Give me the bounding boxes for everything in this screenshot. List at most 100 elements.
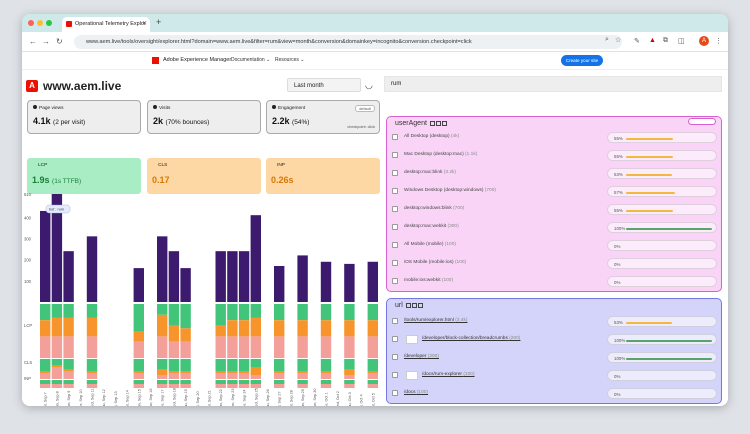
x-tick-label: Mon, Sep 23 — [231, 388, 235, 406]
row-label[interactable]: /tools/rum/explorer.html (3.4k) — [404, 318, 468, 323]
lcp-card[interactable]: LCP 1.9s (1s TTFB) — [27, 158, 141, 194]
cls-bar — [40, 373, 51, 379]
row-checkbox[interactable] — [392, 188, 398, 194]
url-row[interactable]: /developer/block-collection/breadcrumbs … — [391, 331, 717, 347]
row-checkbox[interactable] — [392, 170, 398, 176]
useragent-row[interactable]: desktop:mac:blink (3.2k) 53% — [391, 165, 717, 181]
back-icon[interactable]: ← — [29, 37, 37, 46]
zoom-icon[interactable]: ⌕ — [605, 36, 609, 43]
row-checkbox[interactable] — [392, 260, 398, 266]
maximize-window-icon[interactable] — [46, 20, 52, 26]
lcp-bar — [40, 336, 51, 358]
conversion-meter: 55% — [607, 132, 717, 143]
inp-bar — [250, 380, 261, 384]
close-window-icon[interactable] — [28, 20, 34, 26]
url-row[interactable]: /docs (100) 0% — [391, 385, 717, 401]
y-tick-label: 200 — [24, 258, 32, 263]
browser-tab[interactable]: Operational Telemetry Explor ✕ — [62, 17, 150, 32]
cls-bar — [157, 359, 168, 369]
filter-input[interactable]: rum — [384, 76, 722, 92]
useragent-row[interactable]: iOS Mobile (mobile:ios) (100) 0% — [391, 255, 717, 271]
pen-icon[interactable]: ✎ — [634, 38, 640, 45]
inp-bar — [180, 380, 191, 384]
row-checkbox[interactable] — [392, 206, 398, 212]
menu-resources[interactable]: Resources ⌄ — [275, 57, 305, 63]
band-label: INP — [24, 376, 31, 381]
period-select[interactable]: Last month — [287, 78, 361, 92]
cls-card[interactable]: CLS 0.17 — [147, 158, 261, 194]
x-tick-label: Wed, Oct 2 — [336, 391, 340, 406]
more-menu-icon[interactable]: ⋮ — [715, 38, 722, 45]
useragent-row[interactable]: desktop:mac:webkit (300) 100% — [391, 219, 717, 235]
pageviews-card[interactable]: Page views 4.1k (2 per visit) — [27, 100, 141, 134]
copy-icon[interactable] — [405, 302, 411, 308]
download-icon[interactable] — [435, 120, 441, 126]
url-row[interactable]: /docs/rum-explorer (100) 0% — [391, 367, 717, 383]
url-input[interactable]: www.aem.live/tools/oversight/explorer.ht… — [74, 35, 622, 49]
inp-card[interactable]: INP 0.26s — [266, 158, 380, 194]
row-label[interactable]: /docs (100) — [404, 390, 429, 395]
url-row[interactable]: /tools/rum/explorer.html (3.4k) 53% — [391, 313, 717, 329]
inp-bar — [367, 380, 378, 384]
more-icon[interactable] — [417, 302, 423, 308]
reload-icon[interactable]: ↻ — [56, 37, 63, 46]
hidden-eye-icon[interactable]: ◡ — [365, 80, 373, 90]
cls-bar — [40, 371, 51, 373]
cls-bar — [320, 371, 332, 373]
row-checkbox[interactable] — [392, 390, 398, 396]
row-checkbox[interactable] — [392, 242, 398, 248]
adobe-extension-icon[interactable]: ▲ — [649, 37, 656, 44]
row-checkbox[interactable] — [392, 152, 398, 158]
default-badge[interactable]: default — [355, 105, 375, 112]
tab-title: Operational Telemetry Explor — [75, 21, 146, 27]
row-checkbox[interactable] — [392, 278, 398, 284]
url-row[interactable]: /developer (200) 100% — [391, 349, 717, 365]
download-icon[interactable] — [411, 302, 417, 308]
row-checkbox[interactable] — [392, 336, 398, 342]
row-checkbox[interactable] — [392, 372, 398, 378]
useragent-row[interactable]: Windows Desktop (desktop:windows) (700) 5… — [391, 183, 717, 199]
cls-bar — [250, 375, 261, 379]
cls-bar — [320, 373, 332, 379]
cls-bar — [180, 373, 191, 379]
row-checkbox[interactable] — [392, 224, 398, 230]
row-label[interactable]: /docs/rum-explorer (100) — [422, 372, 475, 377]
row-label[interactable]: /developer (200) — [404, 354, 439, 359]
profile-avatar[interactable]: A — [699, 36, 709, 46]
menu-documentation[interactable]: Documentation ⌄ — [231, 57, 271, 63]
row-checkbox[interactable] — [392, 354, 398, 360]
facet-mode-toggle[interactable] — [688, 118, 716, 125]
useragent-row[interactable]: All Desktop (desktop) (4k) 55% — [391, 129, 717, 145]
cls-bar — [157, 375, 168, 379]
traffic-bar — [274, 266, 285, 302]
copy-icon[interactable] — [429, 120, 435, 126]
close-tab-icon[interactable]: ✕ — [142, 21, 148, 27]
inp-bar — [40, 380, 51, 384]
traffic-bar — [133, 268, 144, 302]
row-label[interactable]: /developer/block-collection/breadcrumbs … — [422, 336, 521, 341]
lcp-bar — [40, 320, 51, 337]
visits-card[interactable]: Visits 2k (70% bounces) — [147, 100, 261, 134]
more-icon[interactable] — [441, 120, 447, 126]
useragent-row[interactable]: All Mobile (mobile) (100) 0% — [391, 237, 717, 253]
new-tab-icon[interactable]: + — [156, 17, 162, 27]
cls-bar — [133, 373, 144, 379]
conversion-value: 0% — [614, 392, 621, 397]
row-checkbox[interactable] — [392, 134, 398, 140]
row-checkbox[interactable] — [392, 318, 398, 324]
engagement-card[interactable]: Engagement default 2.2k (54%) checkpoint… — [266, 100, 380, 134]
useragent-row[interactable]: desktop:windows:blink (700) 55% — [391, 201, 717, 217]
create-site-button[interactable]: Create your site — [561, 55, 603, 66]
useragent-row[interactable]: mobile:ios:webkit (100) 0% — [391, 273, 717, 289]
x-tick-label: Tue, Sep 17 — [161, 389, 165, 406]
minimize-window-icon[interactable] — [37, 20, 43, 26]
conversion-bar — [626, 210, 674, 212]
bookmark-star-icon[interactable]: ☆ — [615, 37, 622, 44]
lcp-bar — [133, 331, 144, 342]
extensions-icon[interactable]: ◫ — [678, 38, 685, 45]
cls-bar — [227, 371, 238, 373]
useragent-row[interactable]: Mac Desktop (desktop:mac) (1.1k) 55% — [391, 147, 717, 163]
translate-icon[interactable]: ⧉ — [663, 37, 668, 44]
forward-icon[interactable]: → — [42, 37, 50, 46]
cls-label: CLS — [158, 163, 168, 168]
